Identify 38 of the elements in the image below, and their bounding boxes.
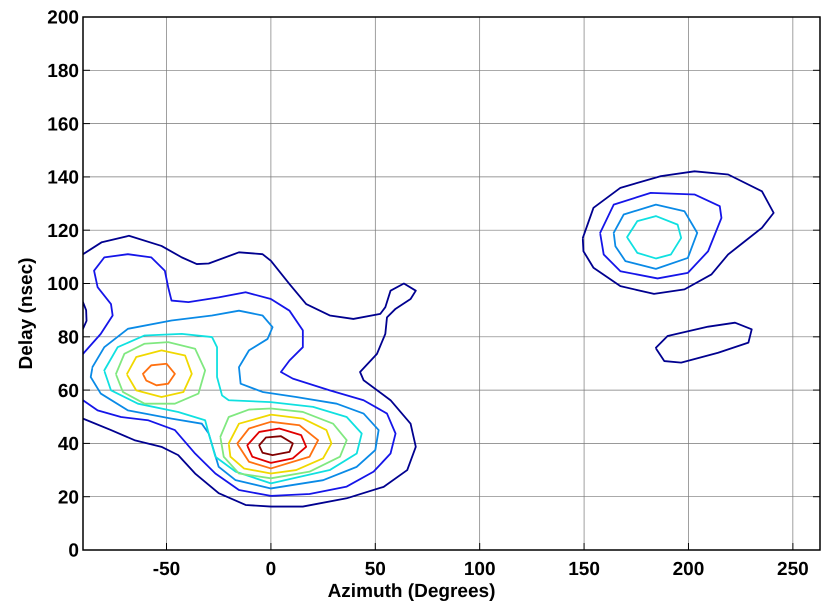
x-tick-label: 200 — [672, 559, 704, 580]
line-series — [90, 310, 380, 490]
line-series — [626, 215, 682, 260]
y-tick-label: 20 — [58, 487, 79, 508]
line-series — [599, 192, 722, 280]
x-axis-title: Azimuth (Degrees) — [328, 581, 496, 602]
y-tick-label: 160 — [47, 114, 79, 136]
y-tick-label: 180 — [47, 60, 79, 82]
line-series — [103, 332, 363, 484]
x-tick-label: 100 — [464, 559, 496, 580]
y-tick-label: 140 — [47, 168, 79, 189]
line-series — [115, 341, 206, 405]
line-series — [236, 420, 319, 470]
y-axis-title: Delay (nsec) — [16, 258, 37, 370]
line-series — [83, 234, 417, 508]
y-tick-label: 100 — [47, 274, 79, 296]
y-tick-label: 60 — [58, 380, 79, 402]
x-tick-label: 150 — [568, 559, 600, 580]
line-series — [142, 362, 176, 386]
x-tick-label: -50 — [152, 559, 180, 580]
y-tick-label: 120 — [47, 220, 79, 242]
line-series — [83, 253, 396, 497]
line-series — [126, 349, 193, 398]
line-series — [258, 435, 294, 456]
y-tick-label: 40 — [58, 434, 79, 456]
y-tick-label: 80 — [58, 327, 79, 348]
line-series — [246, 428, 308, 464]
y-tick-label: 0 — [68, 540, 79, 562]
line-series — [83, 301, 88, 330]
line-series — [228, 414, 332, 474]
x-tick-label: 50 — [364, 559, 386, 580]
line-series — [612, 204, 698, 270]
x-tick-label: 0 — [266, 559, 276, 580]
line-series — [582, 170, 775, 295]
x-tick-label: 250 — [777, 559, 809, 580]
line-series — [654, 322, 753, 364]
y-tick-label: 200 — [47, 8, 79, 29]
line-series — [219, 408, 348, 480]
